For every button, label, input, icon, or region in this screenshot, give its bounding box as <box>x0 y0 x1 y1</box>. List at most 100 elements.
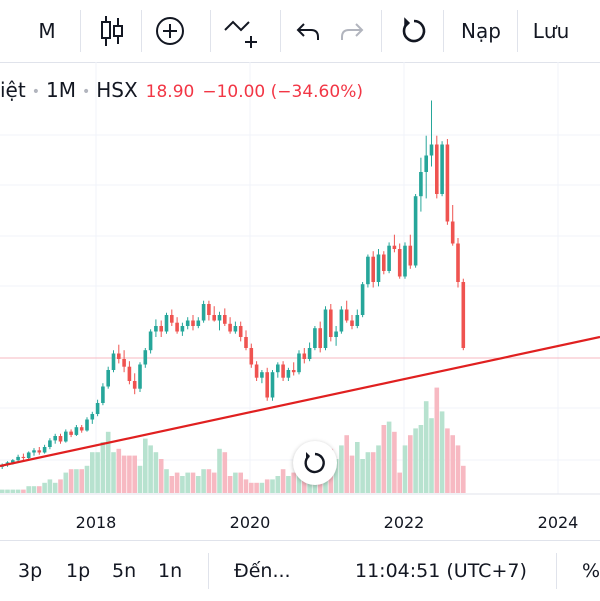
undo-button[interactable] <box>288 0 328 62</box>
candle-body <box>270 372 275 398</box>
volume-bar <box>74 469 79 493</box>
volume-bar <box>132 455 137 493</box>
volume-bar <box>116 448 122 493</box>
interval-button[interactable]: M <box>25 0 69 62</box>
volume-bar <box>0 489 5 493</box>
candle-body <box>456 243 460 282</box>
volume-bar <box>37 486 42 493</box>
candle-body <box>371 256 375 282</box>
compare-button[interactable] <box>218 0 264 62</box>
trendline[interactable] <box>0 335 600 468</box>
candle-body <box>26 452 31 458</box>
symbol-name[interactable]: iệt <box>0 78 26 102</box>
volume-bar <box>63 472 69 493</box>
compare-icon <box>224 20 257 48</box>
candle-body <box>413 196 418 266</box>
volume-bar <box>58 479 63 493</box>
candle-body <box>286 370 291 378</box>
volume-bar <box>153 452 159 493</box>
toolbar-divider <box>141 10 142 52</box>
candle-body <box>403 245 407 277</box>
volume-bar <box>243 479 249 493</box>
candle-body <box>185 320 190 326</box>
save-label: Lưu <box>532 19 570 43</box>
volume-bar <box>5 489 10 493</box>
candle-body <box>313 328 317 348</box>
volume-bar <box>222 452 228 493</box>
volume-bar <box>180 476 185 493</box>
volume-bar <box>174 472 180 493</box>
candle-body <box>58 436 63 442</box>
clock-timezone[interactable]: 11:04:51 (UTC+7) <box>355 541 527 601</box>
volume-bar <box>423 401 429 493</box>
candle-body <box>11 460 15 463</box>
percent-label: % <box>582 560 600 582</box>
volume-bar <box>392 431 397 493</box>
volume-bar <box>376 445 381 493</box>
candle-body <box>435 144 439 194</box>
volume-bar <box>418 425 424 493</box>
candle-body <box>201 304 206 321</box>
percent-toggle[interactable]: % <box>582 541 600 601</box>
redo-button[interactable] <box>332 0 372 62</box>
volume-bar <box>143 438 148 493</box>
bottom-divider <box>208 553 209 589</box>
candle-body <box>339 309 344 332</box>
volume-bar <box>206 469 212 493</box>
volume-bar <box>68 469 74 493</box>
volume-bar <box>15 489 21 493</box>
volume-bar <box>339 445 344 493</box>
volume-bar <box>10 489 16 493</box>
candle-body <box>450 221 455 244</box>
candle-body <box>440 144 444 194</box>
reload-button[interactable] <box>392 0 436 62</box>
volume-bar <box>408 435 413 493</box>
volume-bar <box>349 455 355 493</box>
toolbar-divider <box>381 10 382 52</box>
save-button[interactable]: Lưu <box>524 0 578 62</box>
volume-bar <box>360 459 365 493</box>
candle-body <box>48 440 52 447</box>
candle-body <box>42 447 47 453</box>
legend-dot-icon: • <box>31 83 40 100</box>
candle-body <box>244 337 248 348</box>
volume-bar <box>461 465 466 493</box>
goto-date-button[interactable]: Đến... <box>234 541 291 601</box>
candle-body <box>281 364 285 378</box>
candle-body <box>223 315 227 324</box>
x-tick-label: 2020 <box>230 513 271 532</box>
reset-chart-button[interactable] <box>293 441 337 485</box>
candle-body <box>260 372 264 378</box>
toolbar-divider <box>443 10 444 52</box>
range-5n-button[interactable]: 5n <box>112 541 136 601</box>
volume-bar <box>100 442 106 493</box>
chart-type-button[interactable] <box>90 0 134 62</box>
candle-body <box>408 245 413 266</box>
volume-bar <box>31 486 37 493</box>
volume-bar <box>164 469 169 493</box>
volume-bar <box>434 387 440 493</box>
volume-bar <box>201 469 206 493</box>
load-button[interactable]: Nạp <box>452 0 510 62</box>
candle-body <box>85 419 89 431</box>
candle-body <box>32 450 36 453</box>
candle-body <box>254 364 259 378</box>
candle-body <box>217 315 222 321</box>
chart-grid <box>0 62 600 494</box>
candle-body <box>117 353 121 359</box>
price-change: −10.00 (−34.60%) <box>202 82 363 102</box>
volume-bar <box>95 452 100 493</box>
add-indicator-button[interactable] <box>148 0 192 62</box>
candle-body <box>291 370 296 373</box>
candle-body <box>238 326 243 337</box>
range-1p-button[interactable]: 1p <box>66 541 90 601</box>
range-label: 5n <box>112 560 137 582</box>
range-1n-button[interactable]: 1n <box>158 541 182 601</box>
goto-label: Đến... <box>234 560 291 582</box>
candle-body <box>318 328 322 348</box>
volume-bar <box>217 448 222 493</box>
volume-bar <box>402 445 408 493</box>
range-3p-button[interactable]: 3p <box>18 541 42 601</box>
candle-body <box>106 370 110 387</box>
candle-body <box>16 456 20 461</box>
